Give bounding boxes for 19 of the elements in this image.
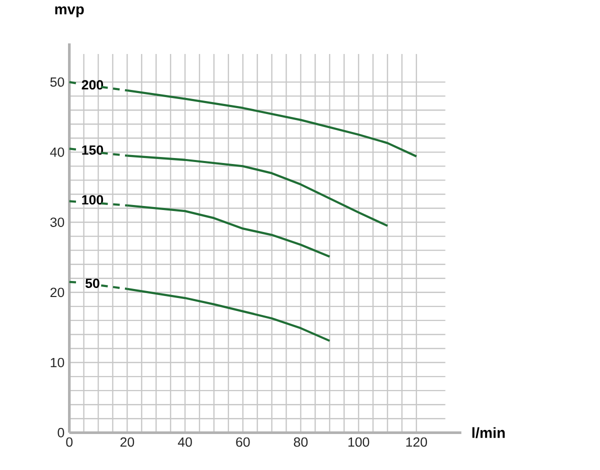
series-label: 150	[82, 145, 104, 155]
y-tick-label: 0	[58, 428, 64, 438]
y-tick-label: 10	[50, 358, 64, 368]
y-tick-label: 30	[50, 218, 64, 227]
x-tick-label: 120	[406, 437, 428, 447]
y-tick-label: 50	[50, 77, 64, 87]
y-tick-label: 20	[50, 288, 64, 298]
y-axis-title: mvp	[55, 6, 84, 18]
x-tick-label: 60	[236, 437, 250, 447]
x-tick-label: 80	[294, 437, 308, 447]
text: 50	[85, 278, 100, 288]
x-tick-label: 100	[348, 437, 370, 447]
y-tick-label: 40	[50, 147, 64, 157]
series-label: 200	[82, 80, 104, 90]
series-label: 100	[82, 195, 104, 205]
x-tick-label: 20	[120, 437, 134, 447]
x-tick-label: 40	[178, 437, 192, 447]
x-axis-title: l/min	[472, 427, 505, 438]
x-tick-label: 0	[66, 437, 73, 447]
